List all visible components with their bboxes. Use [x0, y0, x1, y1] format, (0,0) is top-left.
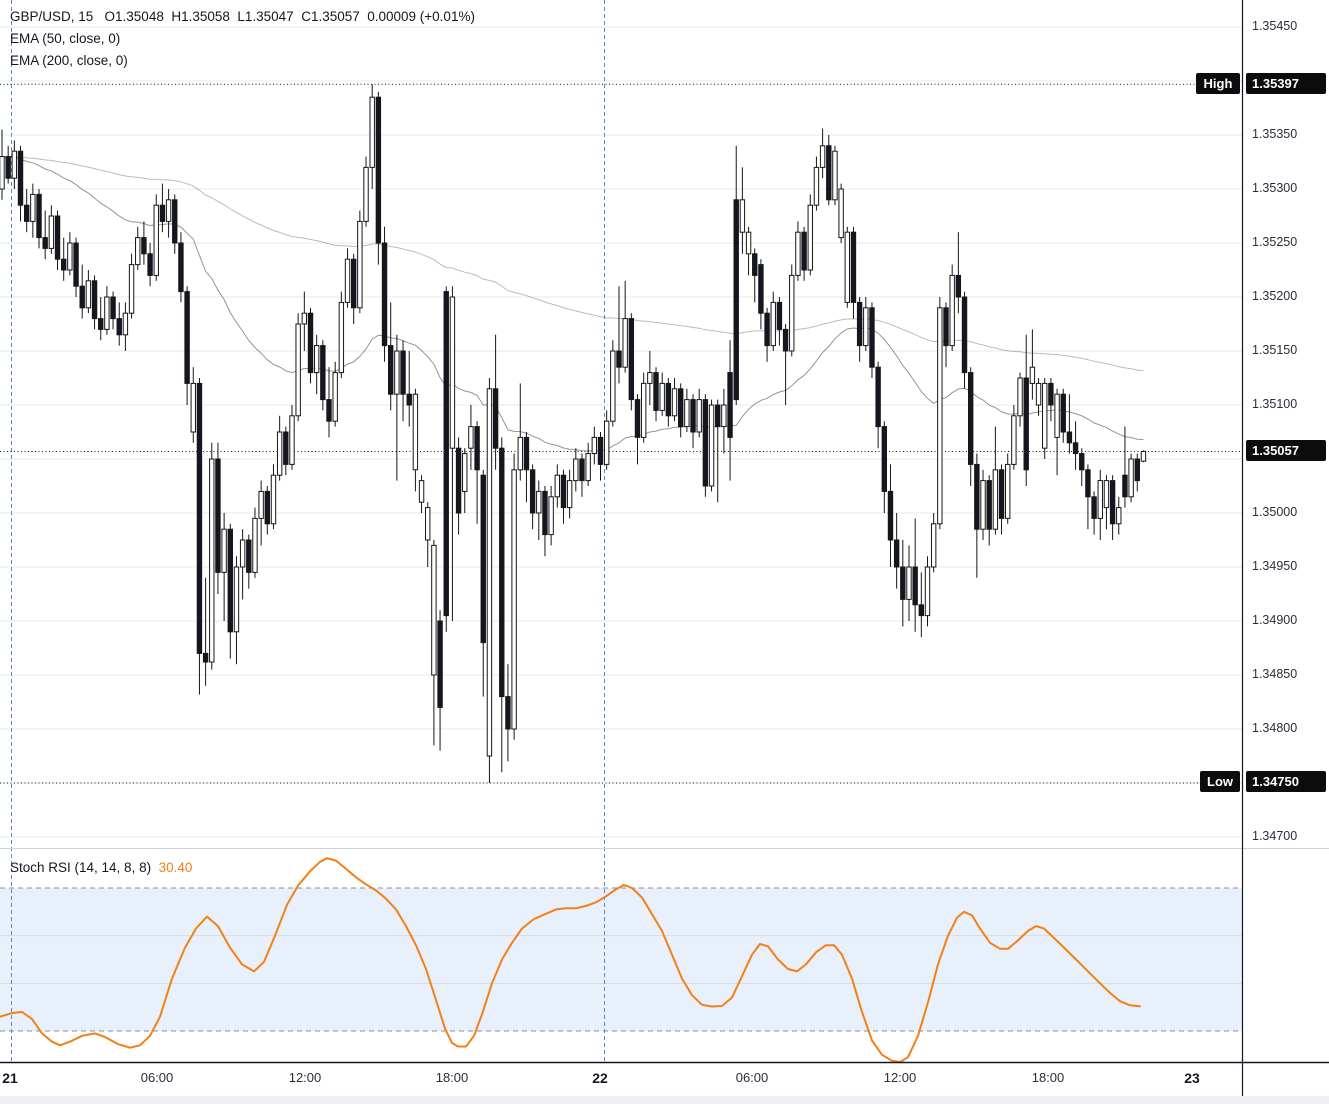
price-axis-label: 1.35100 [1252, 397, 1298, 411]
stoch-rsi-value [151, 860, 159, 875]
price-axis-label: 1.35000 [1252, 505, 1298, 519]
time-axis-label: 06:00 [140, 1070, 174, 1085]
price-marker-lines [0, 83, 1242, 784]
time-axis-day-label: 22 [592, 1070, 608, 1086]
time-axis-label: 06:00 [735, 1070, 769, 1085]
price-axis-label: 1.34850 [1252, 667, 1298, 681]
candles-layer [0, 84, 1147, 783]
ema50-line [1, 156, 1144, 452]
ema50-legend[interactable]: EMA (50, close, 0) [10, 31, 121, 46]
price-axis-label: 1.35200 [1252, 289, 1298, 303]
low-price-badge: 1.34750 [1246, 771, 1326, 792]
session-boundary-lines [11, 0, 605, 1062]
time-axis-label: 18:00 [435, 1070, 469, 1085]
price-axis-label: 1.35350 [1252, 127, 1298, 141]
last-price-badge: 1.35057 [1246, 440, 1326, 461]
price-axis-label: 1.35300 [1252, 181, 1298, 195]
time-axis-day-label: 23 [1184, 1070, 1200, 1086]
price-axis-label: 1.35150 [1252, 343, 1298, 357]
price-axis-label: 1.34700 [1252, 829, 1298, 843]
stoch-rsi-line [0, 857, 1141, 1063]
stoch-overbought-oversold-band [0, 888, 1242, 1031]
stoch-rsi-label: Stoch RSI (14, 14, 8, 8) [10, 860, 152, 875]
bottom-strip [0, 1096, 1329, 1104]
price-axis-label: 1.34950 [1252, 559, 1298, 573]
grid-layer [0, 26, 1242, 1032]
price-axis-label: 1.35450 [1252, 19, 1298, 33]
high-label-badge: High [1196, 73, 1240, 94]
stoch-rsi-legend[interactable]: Stoch RSI (14, 14, 8, 8) 30.40 [10, 860, 192, 875]
time-axis-day-label: 21 [2, 1070, 18, 1086]
price-axis-label: 1.34800 [1252, 721, 1298, 735]
ema200-legend[interactable]: EMA (200, close, 0) [10, 53, 128, 68]
symbol-ohlc-legend[interactable]: GBP/USD, 15 O1.35048 H1.35058 L1.35047 C… [10, 9, 475, 24]
time-axis-label: 12:00 [883, 1070, 917, 1085]
time-axis-label: 18:00 [1031, 1070, 1065, 1085]
price-axis-label: 1.35250 [1252, 235, 1298, 249]
time-axis-label: 12:00 [288, 1070, 322, 1085]
high-price-badge: 1.35397 [1246, 73, 1326, 94]
low-label-badge: Low [1200, 771, 1240, 792]
price-axis-label: 1.34900 [1252, 613, 1298, 627]
stoch-rsi-value-text: 30.40 [158, 860, 193, 875]
